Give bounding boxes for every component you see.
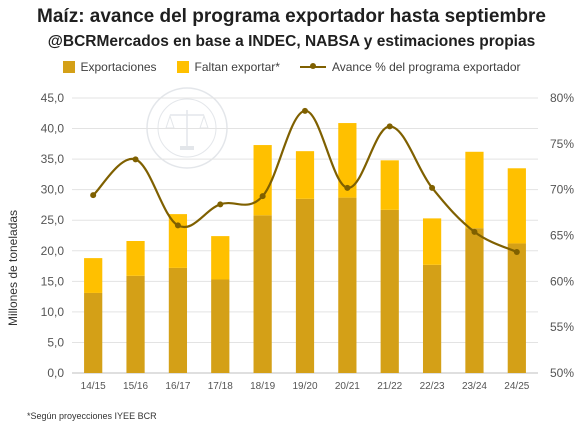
bars-group [84,123,526,373]
x-tick-label: 20/21 [335,381,360,392]
y-tick-label: 20,0 [41,244,65,258]
x-tick-label: 17/18 [208,381,233,392]
line-point-avance [217,201,224,208]
bar-faltan-exportar [126,241,145,276]
bar-faltan-exportar [422,218,442,265]
line-point-avance [513,249,520,255]
line-point-avance [174,222,181,229]
bar-faltan-exportar [295,151,315,199]
bar-exportaciones [253,215,272,373]
line-point-avance [259,193,266,200]
bar-exportaciones [507,243,526,373]
y-axis-ticks: 0,0 5,0 10,0 15,0 20,0 25,0 30,0 35,0 40,0 45,0 [41,91,65,380]
y2-axis-ticks: 50% 55% 60% 65% 70% 75% 80% [550,91,574,380]
bar-exportaciones [211,279,230,373]
bar-faltan-exportar [168,214,188,268]
bar-faltan-exportar [211,236,230,280]
y-tick-label: 0,0 [47,366,64,380]
y-tick-label: 45,0 [41,91,65,105]
y-tick-label: 25,0 [41,213,65,227]
bar-exportaciones [295,198,315,373]
y2-tick-label: 55% [550,320,574,334]
line-point-avance [302,107,308,114]
bar-faltan-exportar [507,168,526,244]
bar-exportaciones [380,209,399,373]
y-tick-label: 10,0 [41,305,65,319]
line-point-avance [429,184,436,191]
bar-faltan-exportar [253,145,272,216]
legend-item-exportaciones: Exportaciones [62,60,157,74]
legend-swatch-exportaciones [62,61,75,73]
y-tick-label: 30,0 [41,183,65,197]
legend-swatch-faltan-exportar [176,61,189,73]
y-tick-label: 40,0 [41,122,65,136]
line-point-avance [386,123,393,130]
y2-tick-label: 50% [550,366,574,380]
x-tick-label: 19/20 [292,381,317,392]
line-point-avance [344,184,351,191]
y2-tick-label: 75% [550,137,574,151]
x-tick-label: 14/15 [81,381,106,392]
x-tick-label: 21/22 [377,381,402,392]
chart-legend: Exportaciones Faltan exportar* Avance % … [0,60,583,74]
x-tick-label: 15/16 [123,381,148,392]
footnote: *Según proyecciones IYEE BCR [27,411,157,421]
y-tick-label: 15,0 [41,274,65,288]
bar-exportaciones [84,292,103,373]
y2-tick-label: 80% [550,91,574,105]
x-tick-label: 16/17 [165,381,190,392]
legend-label-faltan-exportar: Faltan exportar* [194,60,280,74]
y-axis-label: Millones de toneladas [6,210,20,326]
bar-exportaciones [465,228,484,373]
chart-subtitle: @BCRMercados en base a INDEC, NABSA y es… [47,33,536,50]
bar-faltan-exportar [338,123,357,198]
x-tick-label: 23/24 [462,381,487,392]
y-tick-label: 35,0 [41,152,65,166]
x-tick-label: 22/23 [420,381,445,392]
legend-item-avance: Avance % del programa exportador [299,60,521,74]
y2-tick-label: 60% [550,274,574,288]
y2-tick-label: 65% [550,229,574,243]
bar-faltan-exportar [380,160,399,210]
x-axis-ticks: 14/15 15/16 16/17 17/18 18/19 19/20 20/21 21/22… [81,381,530,392]
legend-label-exportaciones: Exportaciones [80,60,157,74]
y2-tick-label: 70% [550,183,574,197]
bar-faltan-exportar [84,258,103,293]
legend-item-faltan-exportar: Faltan exportar* [176,60,280,74]
x-tick-label: 24/25 [504,381,529,392]
bar-exportaciones [338,197,357,373]
legend-swatch-avance [299,63,326,69]
bar-exportaciones [422,264,442,373]
bar-exportaciones [168,267,188,373]
y-tick-label: 5,0 [47,335,64,349]
line-series-group [90,107,520,255]
line-point-avance [132,156,139,163]
bar-exportaciones [126,275,145,373]
chart-title: Maíz: avance del programa exportador has… [37,6,546,27]
x-tick-label: 18/19 [250,381,275,392]
bar-faltan-exportar [465,151,484,229]
legend-label-avance: Avance % del programa exportador [331,60,521,74]
line-point-avance [471,228,478,235]
watermark-seal [146,87,228,169]
line-point-avance [90,192,97,199]
